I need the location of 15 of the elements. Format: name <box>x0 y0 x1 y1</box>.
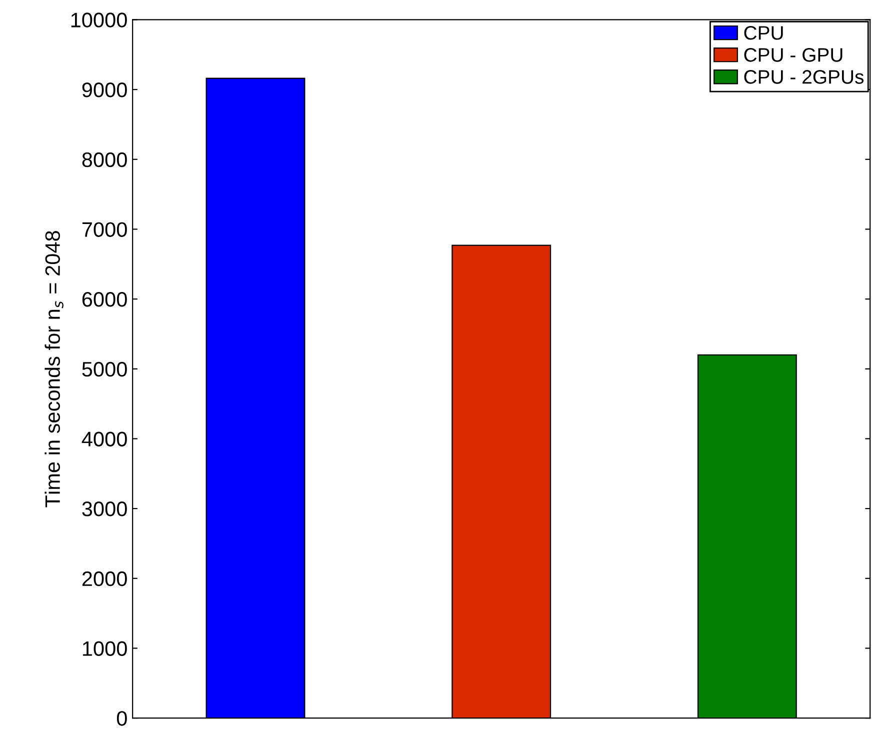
y-tick-label: 5000 <box>82 362 127 377</box>
y-tick-label: 7000 <box>82 222 127 237</box>
y-axis-title: Time in seconds for n$_{s}$ = 2048 <box>44 231 64 508</box>
legend-label: CPU <box>744 26 783 40</box>
y-tick-label: 2000 <box>82 571 127 586</box>
y-tick-label: 1000 <box>82 641 127 656</box>
legend-label: CPU - GPU <box>744 48 842 62</box>
y-tick-label: 0 <box>116 711 127 726</box>
y-tick-label: 9000 <box>82 82 127 98</box>
y-tick-label: 4000 <box>82 432 127 446</box>
y-tick-label: 3000 <box>82 502 127 516</box>
y-tick-label: 6000 <box>82 292 127 307</box>
y-tick-label: 8000 <box>82 152 127 168</box>
legend-label: CPU - 2GPUs <box>744 70 864 84</box>
y-tick-label: 10000 <box>71 12 127 28</box>
